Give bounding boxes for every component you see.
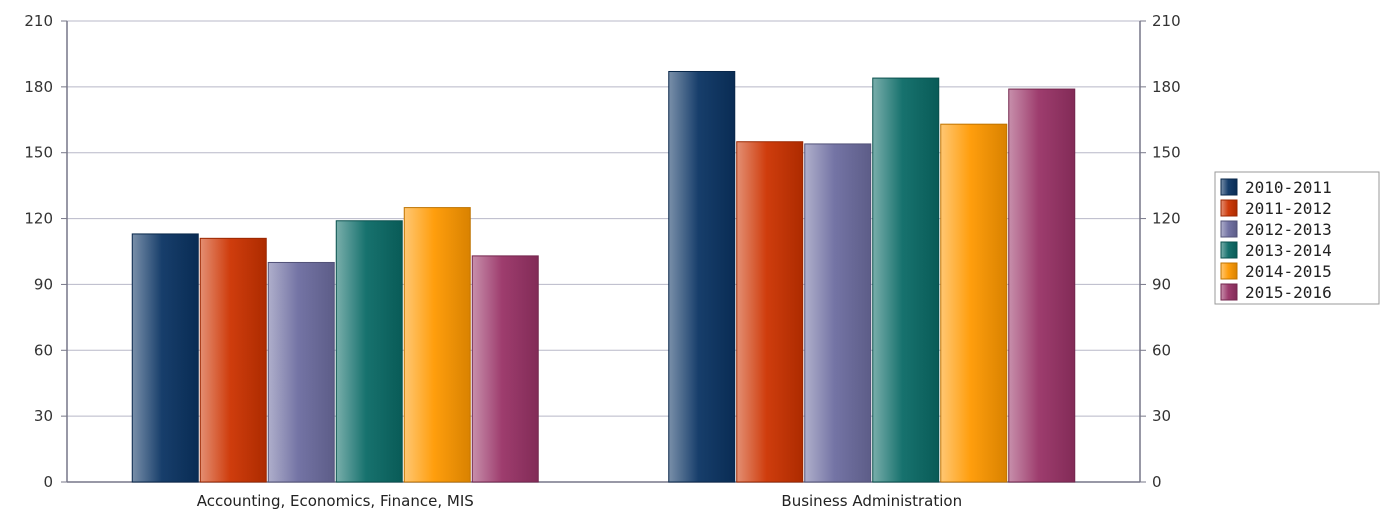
x-category-label: Accounting, Economics, Finance, MIS: [197, 492, 474, 510]
bar-2012-2013-cat-1[interactable]: [804, 143, 872, 483]
bar-2010-2011-cat-1[interactable]: [668, 70, 736, 483]
legend-swatch: [1220, 283, 1238, 301]
legend-label[interactable]: 2015-2016: [1245, 283, 1332, 302]
y-tick-label-right: 60: [1152, 341, 1171, 359]
y-tick-label-left: 60: [34, 341, 53, 359]
bar-2015-2016-cat-0[interactable]: [471, 255, 539, 483]
y-tick-label-right: 90: [1152, 275, 1171, 293]
bar-2013-2014-cat-1[interactable]: [872, 77, 940, 483]
bar-2010-2011-cat-0[interactable]: [131, 233, 199, 483]
y-tick-label-left: 120: [24, 210, 53, 228]
y-tick-label-right: 210: [1152, 12, 1181, 30]
y-tick-label-right: 150: [1152, 144, 1181, 162]
bar-2015-2016-cat-1[interactable]: [1008, 88, 1076, 483]
y-tick-label-left: 150: [24, 144, 53, 162]
legend: 2010-2011 2011-2012 2012-2013 2013-2014 2014…: [1214, 171, 1380, 305]
legend-label[interactable]: 2012-2013: [1245, 220, 1332, 239]
bar-2014-2015-cat-1[interactable]: [940, 123, 1008, 483]
legend-swatch: [1220, 262, 1238, 280]
bar-2011-2012-cat-1[interactable]: [736, 141, 804, 483]
y-tick-label-left: 90: [34, 275, 53, 293]
legend-swatch: [1220, 220, 1238, 238]
y-tick-label-left: 180: [24, 78, 53, 96]
y-tick-label-right: 30: [1152, 407, 1171, 425]
y-tick-label-right: 180: [1152, 78, 1181, 96]
tick-labels: 0 0 30 30 60 60 90 90 120 120 150 150 180 180 210 210 Ac…: [24, 12, 1180, 510]
y-tick-label-left: 30: [34, 407, 53, 425]
y-tick-label-left: 0: [43, 473, 53, 491]
bar-2013-2014-cat-0[interactable]: [335, 220, 403, 483]
legend-box: [1214, 171, 1380, 305]
legend-swatch: [1220, 241, 1238, 259]
bar-2012-2013-cat-0[interactable]: [267, 261, 335, 483]
bars: [131, 70, 1076, 483]
x-category-label: Business Administration: [781, 492, 962, 510]
legend-label[interactable]: 2013-2014: [1245, 241, 1332, 260]
legend-swatch: [1220, 178, 1238, 196]
legend-label[interactable]: 2010-2011: [1245, 178, 1332, 197]
legend-label[interactable]: 2014-2015: [1245, 262, 1332, 281]
bar-2011-2012-cat-0[interactable]: [199, 237, 267, 483]
bar-2014-2015-cat-0[interactable]: [403, 207, 471, 483]
y-tick-label-right: 120: [1152, 210, 1181, 228]
y-tick-label-left: 210: [24, 12, 53, 30]
legend-label[interactable]: 2011-2012: [1245, 199, 1332, 218]
legend-swatch: [1220, 199, 1238, 217]
y-tick-label-right: 0: [1152, 473, 1162, 491]
